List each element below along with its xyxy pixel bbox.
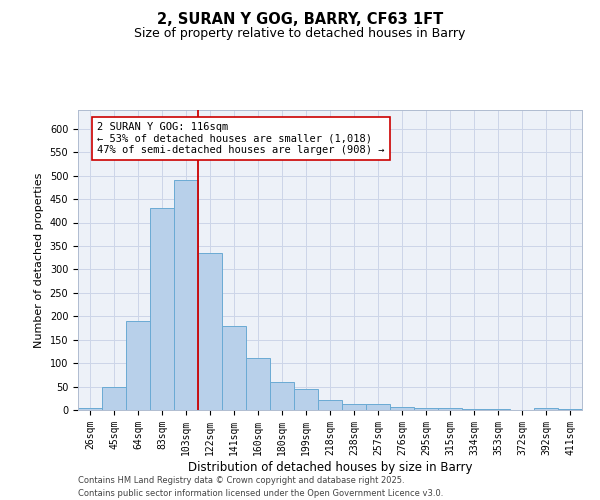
Bar — [390, 406, 414, 410]
Bar — [246, 358, 270, 410]
Bar — [198, 253, 222, 410]
Bar — [414, 408, 438, 410]
Bar — [270, 382, 294, 410]
Bar — [558, 409, 582, 410]
Bar — [126, 321, 150, 410]
Bar — [342, 404, 366, 410]
Bar — [486, 409, 510, 410]
Bar — [102, 386, 126, 410]
Text: 2 SURAN Y GOG: 116sqm
← 53% of detached houses are smaller (1,018)
47% of semi-d: 2 SURAN Y GOG: 116sqm ← 53% of detached … — [97, 122, 385, 155]
Y-axis label: Number of detached properties: Number of detached properties — [34, 172, 44, 348]
Bar — [222, 326, 246, 410]
Text: Size of property relative to detached houses in Barry: Size of property relative to detached ho… — [134, 28, 466, 40]
Bar — [174, 180, 198, 410]
Bar — [534, 408, 558, 410]
Bar — [318, 400, 342, 410]
Bar — [366, 404, 390, 410]
Text: Contains HM Land Registry data © Crown copyright and database right 2025.
Contai: Contains HM Land Registry data © Crown c… — [78, 476, 443, 498]
Text: 2, SURAN Y GOG, BARRY, CF63 1FT: 2, SURAN Y GOG, BARRY, CF63 1FT — [157, 12, 443, 28]
Bar — [78, 408, 102, 410]
Bar — [438, 408, 462, 410]
Bar — [294, 389, 318, 410]
Bar — [150, 208, 174, 410]
X-axis label: Distribution of detached houses by size in Barry: Distribution of detached houses by size … — [188, 460, 472, 473]
Bar — [462, 409, 486, 410]
